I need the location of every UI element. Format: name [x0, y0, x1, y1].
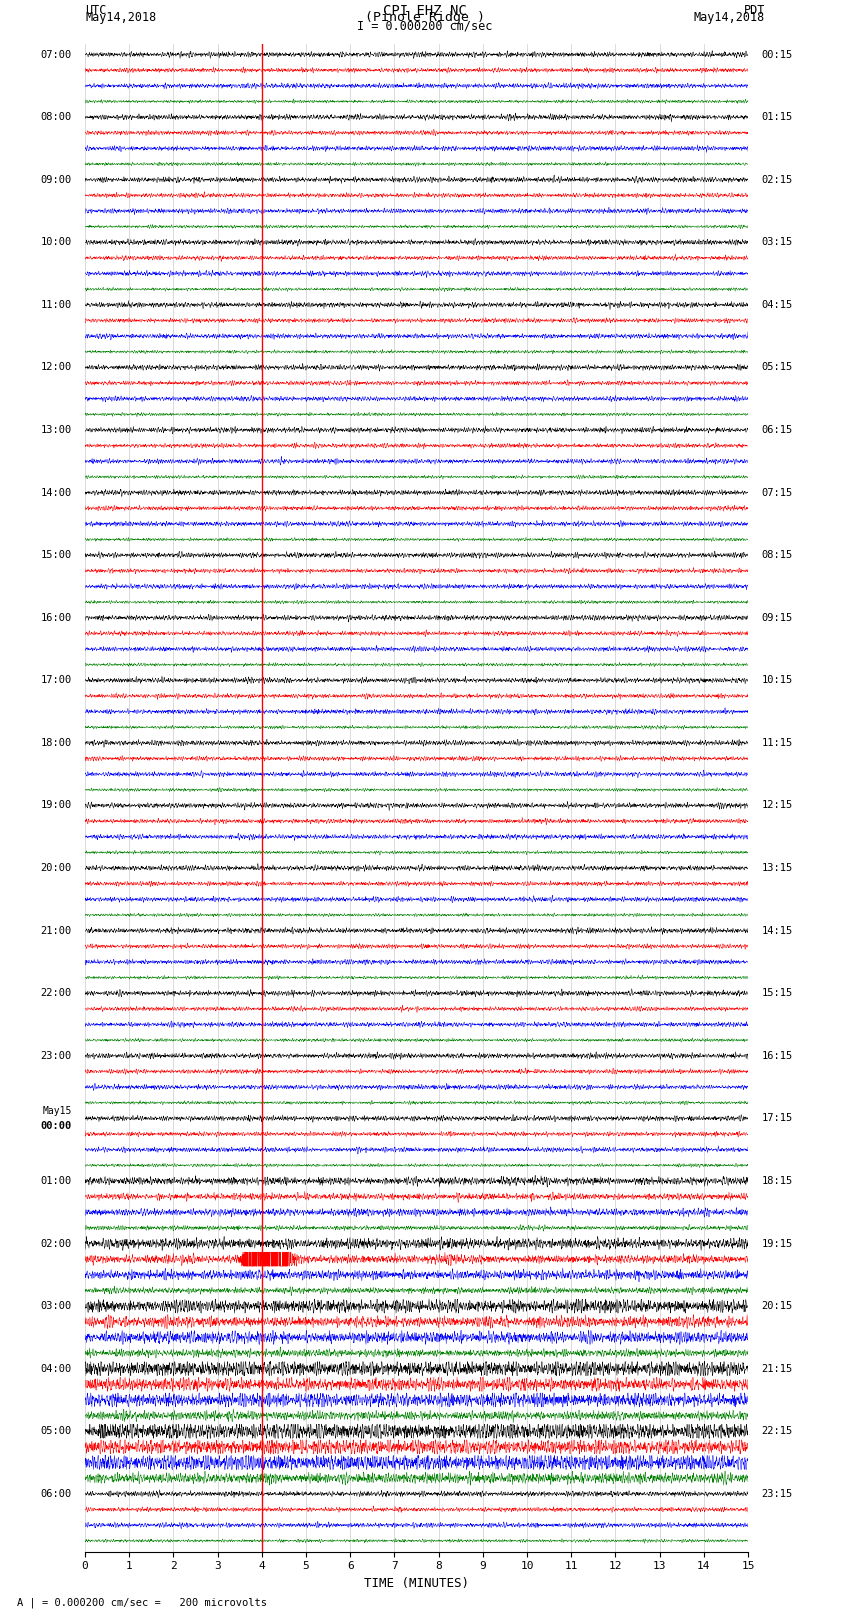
Text: May14,2018: May14,2018: [694, 11, 765, 24]
Text: 13:00: 13:00: [41, 424, 71, 436]
Text: 22:00: 22:00: [41, 989, 71, 998]
Text: 16:15: 16:15: [762, 1050, 792, 1061]
Text: 11:15: 11:15: [762, 737, 792, 748]
Text: 03:15: 03:15: [762, 237, 792, 247]
Text: 05:00: 05:00: [41, 1426, 71, 1436]
Text: 09:00: 09:00: [41, 174, 71, 184]
Text: 03:00: 03:00: [41, 1302, 71, 1311]
Text: 23:00: 23:00: [41, 1050, 71, 1061]
Text: 19:15: 19:15: [762, 1239, 792, 1248]
Text: 02:15: 02:15: [762, 174, 792, 184]
Text: 01:15: 01:15: [762, 111, 792, 123]
Text: 04:15: 04:15: [762, 300, 792, 310]
Text: May15: May15: [42, 1107, 71, 1116]
Text: 00:00: 00:00: [41, 1121, 71, 1131]
Text: May14,2018: May14,2018: [85, 11, 156, 24]
Text: 12:15: 12:15: [762, 800, 792, 810]
Text: 10:15: 10:15: [762, 676, 792, 686]
Text: 23:15: 23:15: [762, 1489, 792, 1498]
Text: 09:15: 09:15: [762, 613, 792, 623]
Text: 14:15: 14:15: [762, 926, 792, 936]
Text: 20:00: 20:00: [41, 863, 71, 873]
Text: 19:00: 19:00: [41, 800, 71, 810]
Text: 07:00: 07:00: [41, 50, 71, 60]
Text: 16:00: 16:00: [41, 613, 71, 623]
Text: PDT: PDT: [744, 5, 765, 18]
Text: 02:00: 02:00: [41, 1239, 71, 1248]
X-axis label: TIME (MINUTES): TIME (MINUTES): [364, 1578, 469, 1590]
Text: 21:15: 21:15: [762, 1363, 792, 1374]
Text: 21:00: 21:00: [41, 926, 71, 936]
Text: 11:00: 11:00: [41, 300, 71, 310]
Text: 07:15: 07:15: [762, 487, 792, 497]
Text: 14:00: 14:00: [41, 487, 71, 497]
Text: I = 0.000200 cm/sec: I = 0.000200 cm/sec: [357, 19, 493, 32]
Text: CPI EHZ NC: CPI EHZ NC: [383, 5, 467, 18]
Text: 04:00: 04:00: [41, 1363, 71, 1374]
Text: 15:15: 15:15: [762, 989, 792, 998]
Text: 06:00: 06:00: [41, 1489, 71, 1498]
Text: 18:00: 18:00: [41, 737, 71, 748]
Text: UTC: UTC: [85, 5, 106, 18]
Text: A | = 0.000200 cm/sec =   200 microvolts: A | = 0.000200 cm/sec = 200 microvolts: [17, 1597, 267, 1608]
Text: (Pinole Ridge ): (Pinole Ridge ): [365, 11, 485, 24]
Text: 08:15: 08:15: [762, 550, 792, 560]
Text: 13:15: 13:15: [762, 863, 792, 873]
Text: 01:00: 01:00: [41, 1176, 71, 1186]
Text: 06:15: 06:15: [762, 424, 792, 436]
Text: 17:15: 17:15: [762, 1113, 792, 1123]
Text: 18:15: 18:15: [762, 1176, 792, 1186]
Text: 12:00: 12:00: [41, 363, 71, 373]
Text: 00:15: 00:15: [762, 50, 792, 60]
Text: 08:00: 08:00: [41, 111, 71, 123]
Text: 05:15: 05:15: [762, 363, 792, 373]
Text: 20:15: 20:15: [762, 1302, 792, 1311]
Text: 15:00: 15:00: [41, 550, 71, 560]
Text: 17:00: 17:00: [41, 676, 71, 686]
Text: 22:15: 22:15: [762, 1426, 792, 1436]
Text: 10:00: 10:00: [41, 237, 71, 247]
